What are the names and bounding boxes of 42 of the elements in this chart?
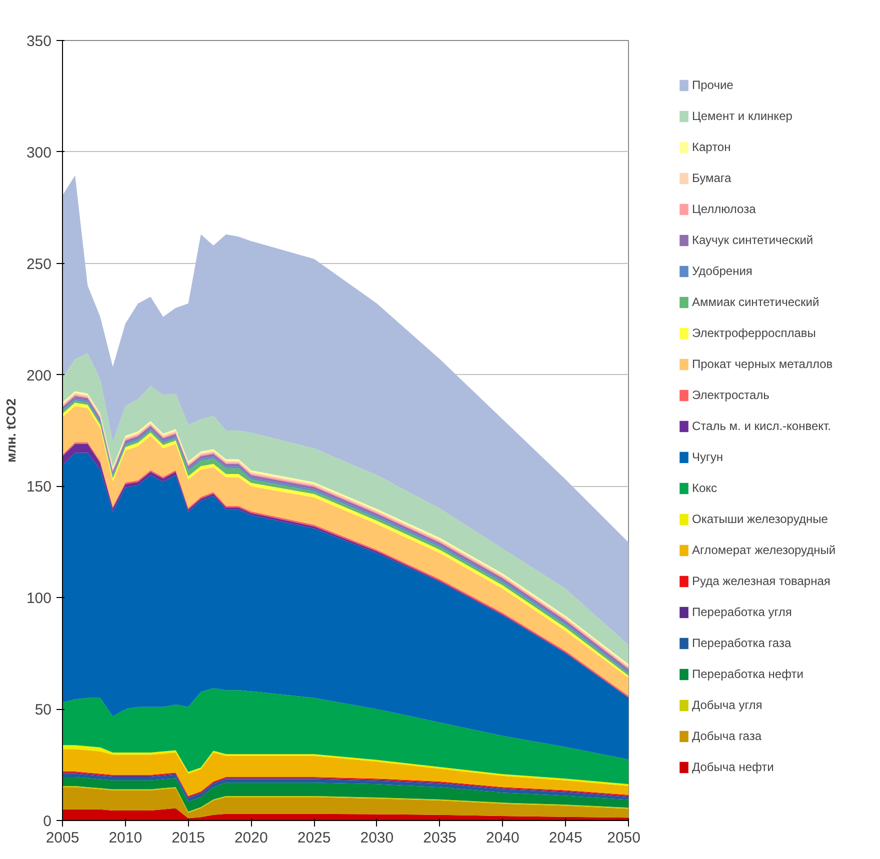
x-tick-label: 2035 [423, 830, 457, 846]
legend-label: Электроферросплавы [692, 326, 816, 340]
legend-label: Переработка нефти [692, 667, 804, 681]
y-tick-label: 200 [26, 367, 52, 384]
y-tick-label: 50 [34, 702, 52, 719]
legend-label: Чугун [692, 450, 724, 464]
legend-label: Добыча угля [692, 698, 762, 712]
legend-label: Каучук синтетический [692, 233, 814, 247]
y-tick-label: 350 [26, 33, 52, 50]
y-tick-label: 250 [26, 256, 52, 273]
x-tick-label: 2040 [486, 830, 520, 846]
x-tick-label: 2005 [46, 830, 80, 846]
legend-label: Электросталь [692, 388, 770, 402]
legend-label: Добыча газа [692, 729, 762, 743]
legend-label: Прокат черных металлов [692, 357, 833, 371]
legend-label: Целлюлоза [692, 202, 756, 216]
legend-label: Удобрения [692, 264, 752, 278]
legend-label: Аммиак синтетический [692, 295, 820, 309]
y-tick-label: 0 [43, 813, 52, 830]
y-axis-title: млн. tCO2 [3, 398, 18, 463]
legend-label: Кокс [692, 481, 718, 495]
legend-label: Сталь м. и кисл.-конвект. [692, 419, 832, 433]
legend-label: Прочие [692, 78, 734, 92]
x-tick-label: 2015 [172, 830, 205, 846]
x-tick-label: 2030 [360, 830, 394, 846]
legend-label: Добыча нефти [692, 760, 774, 774]
y-tick-label: 300 [26, 144, 52, 162]
legend-label: Агломерат железорудный [692, 543, 836, 557]
x-tick-label: 2020 [234, 830, 268, 846]
y-tick-label: 150 [26, 478, 52, 496]
legend-label: Окатыши железорудные [692, 512, 828, 526]
legend-label: Картон [692, 140, 731, 154]
legend-label: Переработка угля [692, 605, 792, 619]
legend-label: Переработка газа [692, 636, 792, 650]
x-tick-label: 2045 [548, 830, 582, 846]
x-tick-label: 2010 [108, 830, 142, 846]
legend-label: Цемент и клинкер [692, 109, 792, 123]
legend-label: Руда железная товарная [692, 574, 830, 588]
x-tick-label: 2025 [297, 830, 331, 846]
y-tick-label: 100 [26, 590, 52, 608]
x-tick-label: 2050 [607, 830, 641, 846]
legend-label: Бумага [692, 171, 732, 185]
